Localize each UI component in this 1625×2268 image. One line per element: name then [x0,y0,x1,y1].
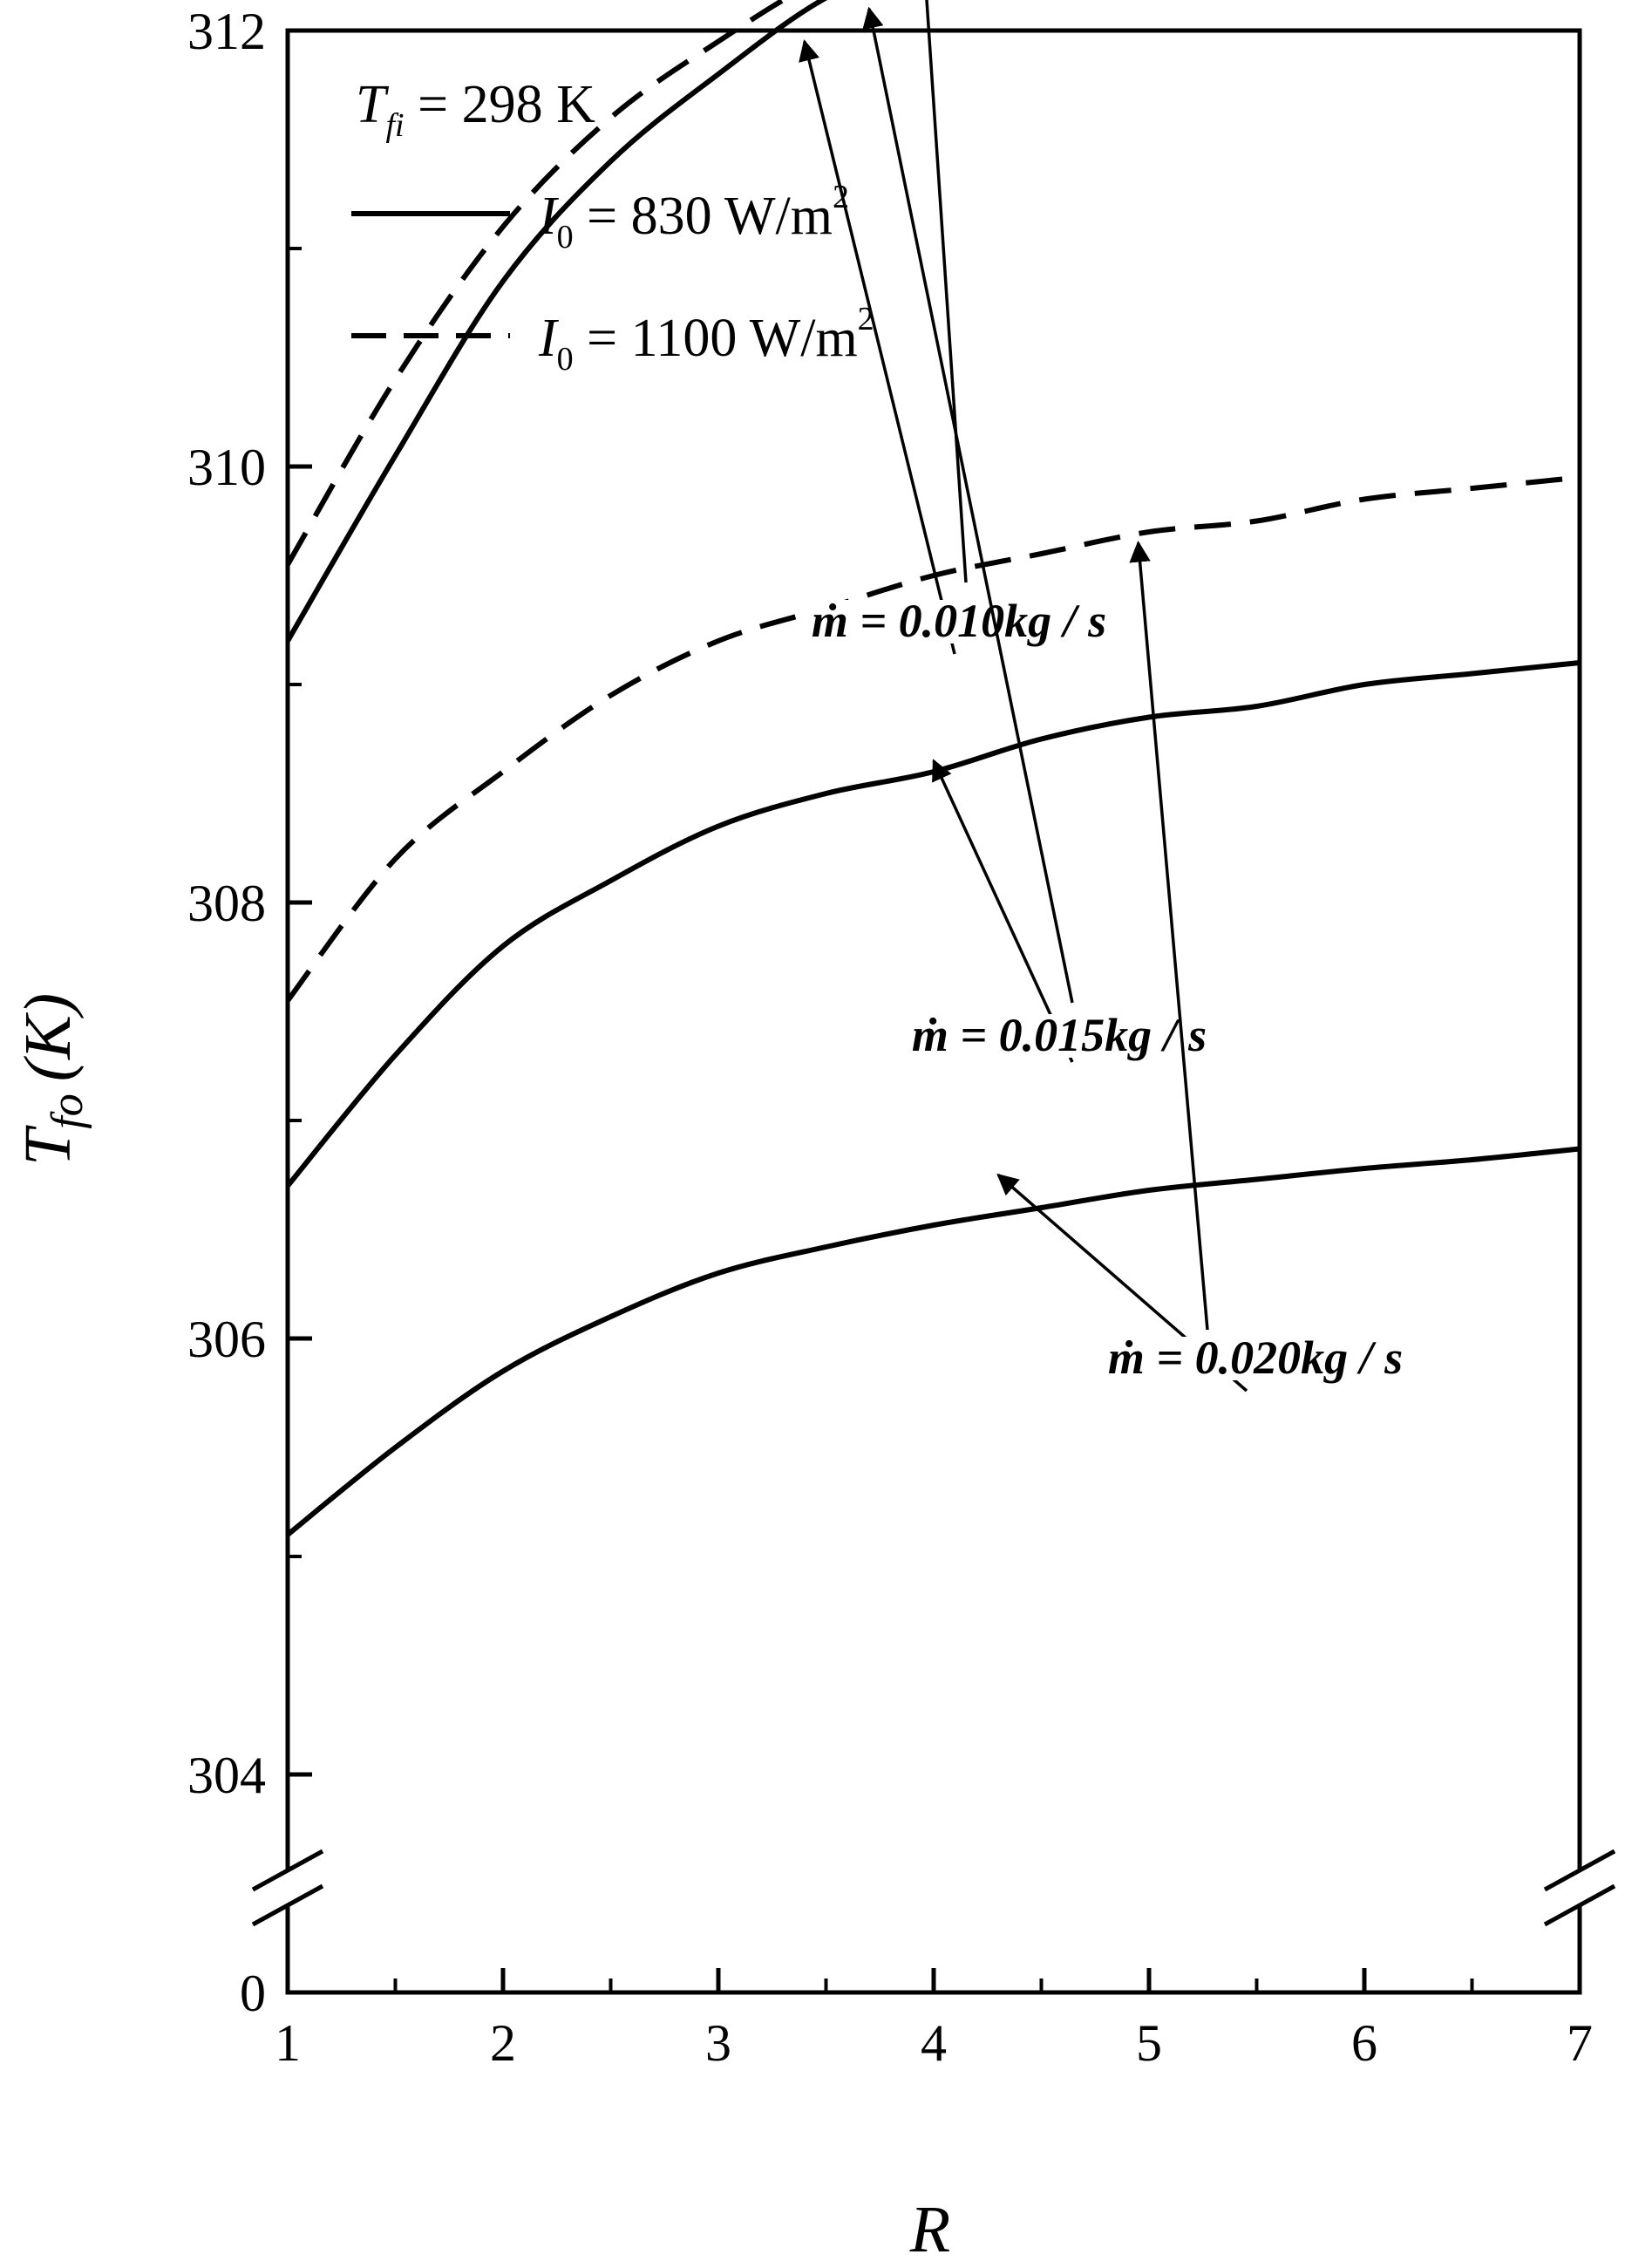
series-1-dashed-line [285,0,789,567]
minor-ticks [288,247,1474,1992]
legend-entry-dashed-main: I [538,309,560,368]
legend-entry-solid-sup: 2 [833,179,849,215]
legend-entry-dashed-sup: 2 [858,301,874,337]
y-tick-label: 308 [187,875,266,932]
x-tick-label: 4 [921,2014,947,2072]
annotation-layer: ṁ = 0.010kg / s ṁ = 0.015kg / s ṁ = 0.020k… [799,0,1411,1393]
series-2-solid-line [285,0,828,643]
annotation-1-arrow-1 [932,759,1074,1063]
series-5-solid-line [286,1146,1581,1537]
legend-entry-solid-sub: 0 [557,219,574,255]
annotation-0-label-bg [804,600,1114,644]
annotation-1-label-bg [904,1014,1214,1058]
major-ticks [285,28,1582,1992]
y-axis-title-main: T [11,1125,85,1166]
legend-entry-solid-main: I [538,187,560,246]
x-tick-label: 1 [275,2014,301,2072]
annotation-1-arrow-0 [862,6,1074,1004]
x-tick-label: 6 [1351,2014,1377,2072]
legend-entry-dashed-sub: 0 [557,341,574,378]
y-tick-label: 312 [187,3,266,60]
legend-condition-main: T [356,75,390,134]
x-tick-label: 3 [705,2014,731,2072]
tick-labels: 12345673043063083103123143163183200 [187,3,1593,2072]
x-tick-label: 2 [490,2014,516,2072]
axis-break-marks [251,1849,1616,1927]
annotation-2-arrow-0 [1129,541,1209,1331]
legend-entry-solid: I0 = 830 W/m2 [538,179,849,255]
svg-text:Tfo(K): Tfo (K) [11,993,92,1166]
legend: Tfi = 298 K I0 = 830 W/m2 I0 = 1100 W/m2 [351,75,874,378]
x-axis-title: R [909,2193,950,2266]
legend-entry-solid-text: = 830 W/m [574,187,833,246]
annotation-2-label-bg [1100,1337,1411,1380]
annotation-1-label: ṁ = 0.015kg / s [912,1009,1207,1061]
legend-entry-dashed-text: = 1100 W/m [574,309,858,368]
legend-entry-dashed: I0 = 1100 W/m2 [538,301,874,378]
y-tick-label-zero: 0 [240,1965,266,2022]
annotation-2-label: ṁ = 0.020kg / s [1108,1332,1403,1384]
y-axis-title: Tfo (K) [11,993,92,1166]
legend-condition: Tfi = 298 K [356,75,595,144]
annotation-0-label: ṁ = 0.010kg / s [812,595,1106,647]
x-tick-label: 7 [1567,2014,1593,2072]
y-axis-title-unit: (K) [11,993,85,1081]
break-mark-left-lower [251,1883,324,1927]
x-tick-label: 5 [1136,2014,1162,2072]
break-mark-right-upper [1543,1849,1616,1892]
break-mark-left-upper [251,1849,324,1892]
break-mark-right-lower [1543,1883,1616,1927]
y-axis-title-sub: fo [43,1093,92,1128]
series-3-dashed-line [285,474,1581,1003]
annotation-0-arrow-0 [925,0,968,583]
series-layer [285,0,1581,1537]
y-tick-label: 310 [187,439,266,496]
series-4-solid-line [285,660,1581,1188]
legend-condition-text: = 298 K [405,75,595,134]
plot-frame [285,28,1582,1995]
annotation-0-arrow-1 [799,39,956,655]
legend-condition-sub: fi [385,107,404,144]
y-tick-label: 306 [187,1311,266,1368]
y-tick-label: 304 [187,1747,266,1804]
